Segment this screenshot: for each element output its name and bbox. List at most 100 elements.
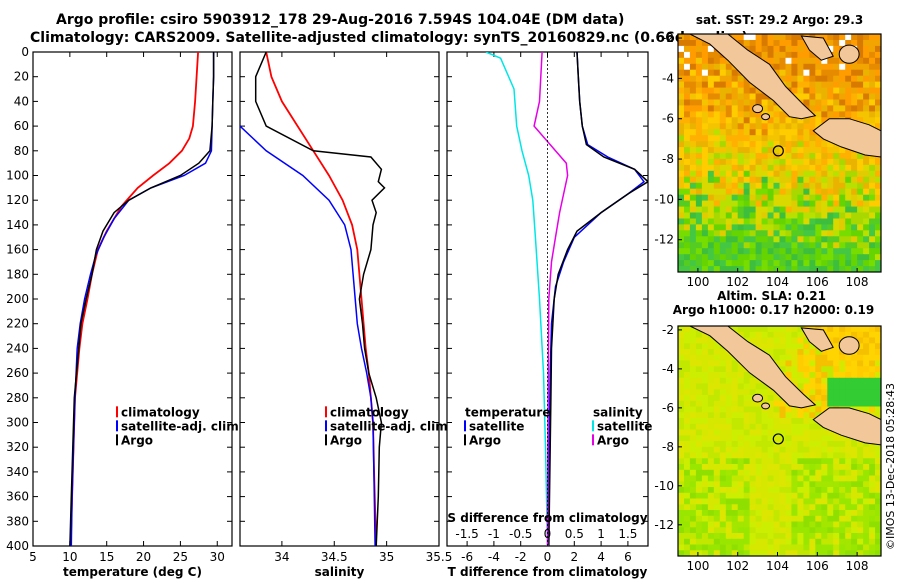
x-tick-label: 108 (846, 275, 869, 289)
y-tick-label: -10 (654, 192, 674, 206)
s-tick-label: 0 (544, 527, 552, 541)
argo-position-marker (772, 145, 784, 157)
map-panel-1: 100 102 104 106 108 -2 -4 -6 -8 -10 -12 sat. SST: 2… (654, 13, 882, 289)
legend-label: Argo (597, 433, 629, 447)
series-line-s-argo (533, 52, 569, 546)
legend-label: satellite (469, 419, 524, 433)
legend-label: climatology (121, 405, 200, 419)
map-title: sat. SST: 29.2 Argo: 29.3 (696, 13, 863, 27)
y-tick-label: 400 (6, 539, 29, 553)
y-tick-label: 280 (6, 391, 29, 405)
legend-label: satellite-adj. clim. (330, 419, 452, 433)
y-tick-label: 200 (6, 292, 29, 306)
series-line-s-satellite (485, 52, 549, 546)
s-tick-label: 1 (597, 527, 605, 541)
legend-label: Argo (330, 433, 362, 447)
map-field (678, 34, 881, 272)
x-axis-label: T difference from climatology (448, 565, 648, 579)
x-tick-label: -6 (461, 550, 473, 564)
argo-position-marker (772, 433, 784, 445)
profile-panel-3: -6 -4 -2 0 2 4 6T difference from climatology S… (446, 51, 652, 579)
y-tick-label: -2 (662, 31, 674, 45)
legend-label: climatology (330, 405, 409, 419)
title-line-1: Argo profile: csiro 5903912_178 29-Aug-2… (56, 12, 625, 28)
s-tick-label: -1 (488, 527, 500, 541)
x-tick-label: -4 (488, 550, 500, 564)
y-tick-label: 80 (14, 144, 29, 158)
y-tick-label: 100 (6, 169, 29, 183)
x-tick-label: 0 (544, 550, 552, 564)
legend-label: Argo (469, 433, 501, 447)
y-tick-label: -12 (654, 518, 674, 532)
x-tick-label: 106 (806, 275, 829, 289)
x-tick-label: 100 (686, 559, 709, 573)
y-tick-label: 180 (6, 267, 29, 281)
y-tick-label: 240 (6, 341, 29, 355)
s-tick-label: -0.5 (509, 527, 532, 541)
y-tick-label: 320 (6, 440, 29, 454)
series-line-argo (254, 52, 386, 546)
legend-label: satellite-adj. clim. (121, 419, 243, 433)
x-tick-label: 35 (379, 550, 394, 564)
sumatra-land (678, 326, 817, 409)
x-tick-label: 35.5 (426, 550, 453, 564)
y-tick-label: 260 (6, 366, 29, 380)
y-tick-label: -6 (662, 112, 674, 126)
y-tick-label: -4 (662, 71, 674, 85)
y-tick-label: 0 (21, 45, 29, 59)
y-tick-label: 40 (14, 94, 29, 108)
map-title: Altim. SLA: 0.21 (717, 289, 826, 303)
s-tick-label: 1.5 (618, 527, 637, 541)
x-tick-label: 10 (62, 550, 77, 564)
y-tick-label: 120 (6, 193, 29, 207)
island-land (752, 104, 764, 114)
y-tick-label: -8 (662, 152, 674, 166)
y-tick-label: 340 (6, 465, 29, 479)
map-frame (677, 325, 882, 557)
legend-title-temperature: temperature (465, 405, 550, 419)
y-tick-label: -8 (662, 440, 674, 454)
y-tick-label: -10 (654, 479, 674, 493)
x-tick-label: 5 (29, 550, 37, 564)
java-land (812, 407, 881, 446)
x-tick-label: 102 (726, 275, 749, 289)
island-land (761, 113, 771, 121)
x-tick-label: 2 (570, 550, 578, 564)
x-tick-label: 30 (210, 550, 225, 564)
x-axis-label: temperature (deg C) (63, 565, 202, 579)
y-tick-label: 360 (6, 490, 29, 504)
x-tick-label: 15 (99, 550, 114, 564)
map-subtitle: Argo h1000: 0.17 h2000: 0.19 (673, 303, 874, 317)
x-tick-label: 104 (766, 275, 789, 289)
series-line-t-argo (548, 52, 648, 546)
title-line-2: Climatology: CARS2009. Satellite-adjuste… (30, 30, 748, 46)
y-tick-label: 20 (14, 70, 29, 84)
bangka-land (800, 327, 834, 352)
x-tick-label: 6 (624, 550, 632, 564)
y-tick-label: -12 (654, 233, 674, 247)
x-tick-label: 106 (806, 559, 829, 573)
y-tick-label: 160 (6, 243, 29, 257)
y-tick-label: -4 (662, 362, 674, 376)
y-tick-label: 220 (6, 317, 29, 331)
x-tick-label: 104 (766, 559, 789, 573)
map-panel-2: 100 102 104 106 108 -2 -4 -6 -8 -10 -12 Altim. SLA:… (654, 289, 882, 573)
x-axis-label: salinity (315, 565, 365, 579)
s-tick-label: -1.5 (455, 527, 478, 541)
x-tick-label: -2 (515, 550, 527, 564)
profile-panel-1: 5 10 15 20 25 3002040608010012014016018020022… (6, 45, 243, 579)
sumatra-land (678, 34, 817, 120)
x-tick-label: 25 (173, 550, 188, 564)
map-frame (677, 33, 882, 273)
island-land (761, 402, 771, 410)
y-tick-label: 60 (14, 119, 29, 133)
island-land (838, 44, 860, 64)
x-tick-label: 34.5 (321, 550, 348, 564)
y-tick-label: -6 (662, 401, 674, 415)
s-tick-label: 0.5 (565, 527, 584, 541)
series-line-argo (69, 52, 215, 546)
plot-frame (32, 51, 233, 547)
legend-label: satellite (597, 419, 652, 433)
island-land (752, 393, 764, 403)
